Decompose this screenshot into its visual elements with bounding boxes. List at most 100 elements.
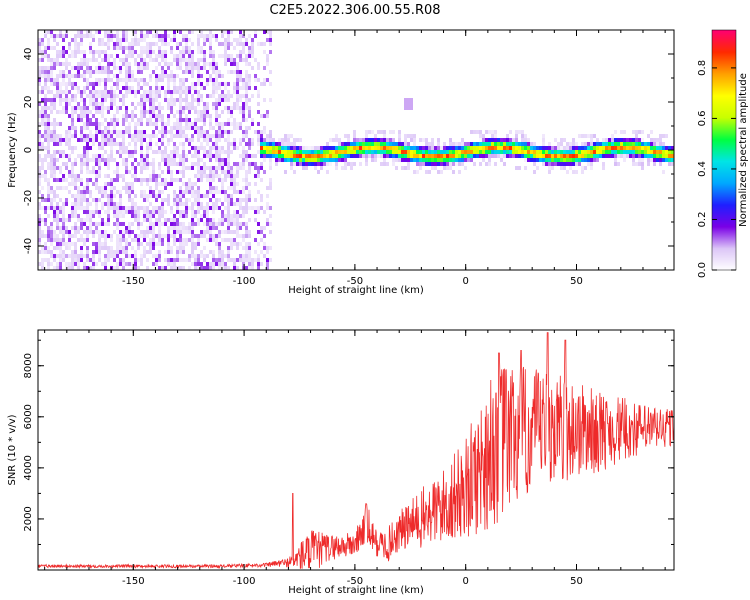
y-tick-label: 8000 bbox=[23, 353, 34, 378]
spectrogram-cell bbox=[485, 146, 488, 150]
spectrogram-cell bbox=[161, 126, 164, 130]
spectrogram-cell bbox=[530, 150, 533, 154]
spectrogram-cell bbox=[356, 154, 359, 158]
spectrogram-cell bbox=[188, 70, 191, 74]
spectrogram-cell bbox=[227, 138, 230, 142]
spectrogram-cell bbox=[242, 50, 245, 54]
spectrogram-cell bbox=[179, 234, 182, 238]
spectrogram-cell bbox=[530, 146, 533, 150]
spectrogram-cell bbox=[137, 38, 140, 42]
spectrogram-cell bbox=[566, 170, 569, 174]
spectrogram-cell bbox=[353, 146, 356, 150]
spectrogram-cell bbox=[269, 138, 272, 142]
spectrogram-cell bbox=[113, 142, 116, 146]
spectrogram-cell bbox=[110, 98, 113, 102]
spectrogram-cell bbox=[239, 214, 242, 218]
spectrogram-cell bbox=[284, 158, 287, 162]
spectrogram-cell bbox=[200, 114, 203, 118]
spectrogram-cell bbox=[107, 126, 110, 130]
spectrogram-cell bbox=[248, 198, 251, 202]
spectrogram-cell bbox=[47, 86, 50, 90]
spectrogram-cell bbox=[152, 110, 155, 114]
spectrogram-cell bbox=[122, 94, 125, 98]
spectrogram-cell bbox=[458, 142, 461, 146]
spectrogram-cell bbox=[239, 106, 242, 110]
spectrogram-cell bbox=[146, 166, 149, 170]
spectrogram-cell bbox=[155, 210, 158, 214]
colorbar-swatch bbox=[712, 169, 736, 171]
spectrogram-cell bbox=[347, 154, 350, 158]
spectrogram-cell bbox=[170, 210, 173, 214]
spectrogram-cell bbox=[221, 190, 224, 194]
spectrogram-cell bbox=[65, 242, 68, 246]
spectrogram-cell bbox=[71, 234, 74, 238]
spectrogram-cell bbox=[167, 102, 170, 106]
spectrogram-cell bbox=[77, 34, 80, 38]
spectrogram-cell bbox=[50, 106, 53, 110]
spectrogram-cell bbox=[185, 62, 188, 66]
spectrogram-cell bbox=[335, 158, 338, 162]
colorbar-swatch bbox=[712, 100, 736, 102]
spectrogram-cell bbox=[86, 190, 89, 194]
spectrogram-cell bbox=[119, 46, 122, 50]
spectrogram-cell bbox=[173, 142, 176, 146]
spectrogram-cell bbox=[452, 162, 455, 166]
spectrogram-cell bbox=[392, 158, 395, 162]
spectrogram-cell bbox=[44, 106, 47, 110]
spectrogram-cell bbox=[572, 154, 575, 158]
spectrogram-cell bbox=[38, 82, 41, 86]
spectrogram-cell bbox=[179, 66, 182, 70]
spectrogram-cell bbox=[71, 194, 74, 198]
colorbar-swatch bbox=[712, 34, 736, 36]
spectrogram-cell bbox=[632, 138, 635, 142]
spectrogram-cell bbox=[131, 190, 134, 194]
spectrogram-cell bbox=[326, 146, 329, 150]
spectrogram-cell bbox=[134, 238, 137, 242]
spectrogram-cell bbox=[146, 122, 149, 126]
spectrogram-cell bbox=[209, 66, 212, 70]
spectrogram-cell bbox=[458, 150, 461, 154]
spectrogram-cell bbox=[152, 206, 155, 210]
spectrogram-cell bbox=[521, 138, 524, 142]
spectrogram-cell bbox=[107, 62, 110, 66]
spectrogram-cell bbox=[86, 146, 89, 150]
spectrogram-cell bbox=[554, 138, 557, 142]
spectrogram-cell bbox=[221, 210, 224, 214]
spectrogram-cell bbox=[290, 134, 293, 138]
spectrogram-cell bbox=[143, 218, 146, 222]
spectrogram-cell bbox=[365, 150, 368, 154]
spectrogram-cell bbox=[662, 170, 665, 174]
spectrogram-cell bbox=[59, 98, 62, 102]
spectrogram-cell bbox=[83, 194, 86, 198]
spectrogram-cell bbox=[395, 142, 398, 146]
spectrogram-cell bbox=[449, 142, 452, 146]
colorbar-swatch bbox=[712, 46, 736, 48]
spectrogram-cell bbox=[74, 42, 77, 46]
spectrogram-cell bbox=[560, 146, 563, 150]
spectrogram-cell bbox=[197, 254, 200, 258]
spectrogram-cell bbox=[287, 146, 290, 150]
spectrogram-cell bbox=[671, 146, 674, 150]
spectrogram-cell bbox=[221, 42, 224, 46]
spectrogram-cell bbox=[53, 162, 56, 166]
spectrogram-cell bbox=[212, 34, 215, 38]
spectrogram-cell bbox=[242, 110, 245, 114]
spectrogram-cell bbox=[146, 234, 149, 238]
spectrogram-cell bbox=[209, 218, 212, 222]
spectrogram-cell bbox=[71, 150, 74, 154]
spectrogram-cell bbox=[101, 142, 104, 146]
spectrogram-cell bbox=[314, 166, 317, 170]
spectrogram-cell bbox=[314, 146, 317, 150]
spectrogram-cell bbox=[269, 182, 272, 186]
spectrogram-cell bbox=[152, 58, 155, 62]
spectrogram-cell bbox=[197, 78, 200, 82]
spectrogram-cell bbox=[188, 50, 191, 54]
spectrogram-cell bbox=[233, 262, 236, 266]
spectrogram-cell bbox=[254, 206, 257, 210]
spectrogram-cell bbox=[233, 118, 236, 122]
spectrogram-cell bbox=[56, 206, 59, 210]
spectrogram-cell bbox=[590, 146, 593, 150]
spectrogram-cell bbox=[257, 166, 260, 170]
spectrogram-cell bbox=[71, 106, 74, 110]
spectrogram-cell bbox=[50, 90, 53, 94]
